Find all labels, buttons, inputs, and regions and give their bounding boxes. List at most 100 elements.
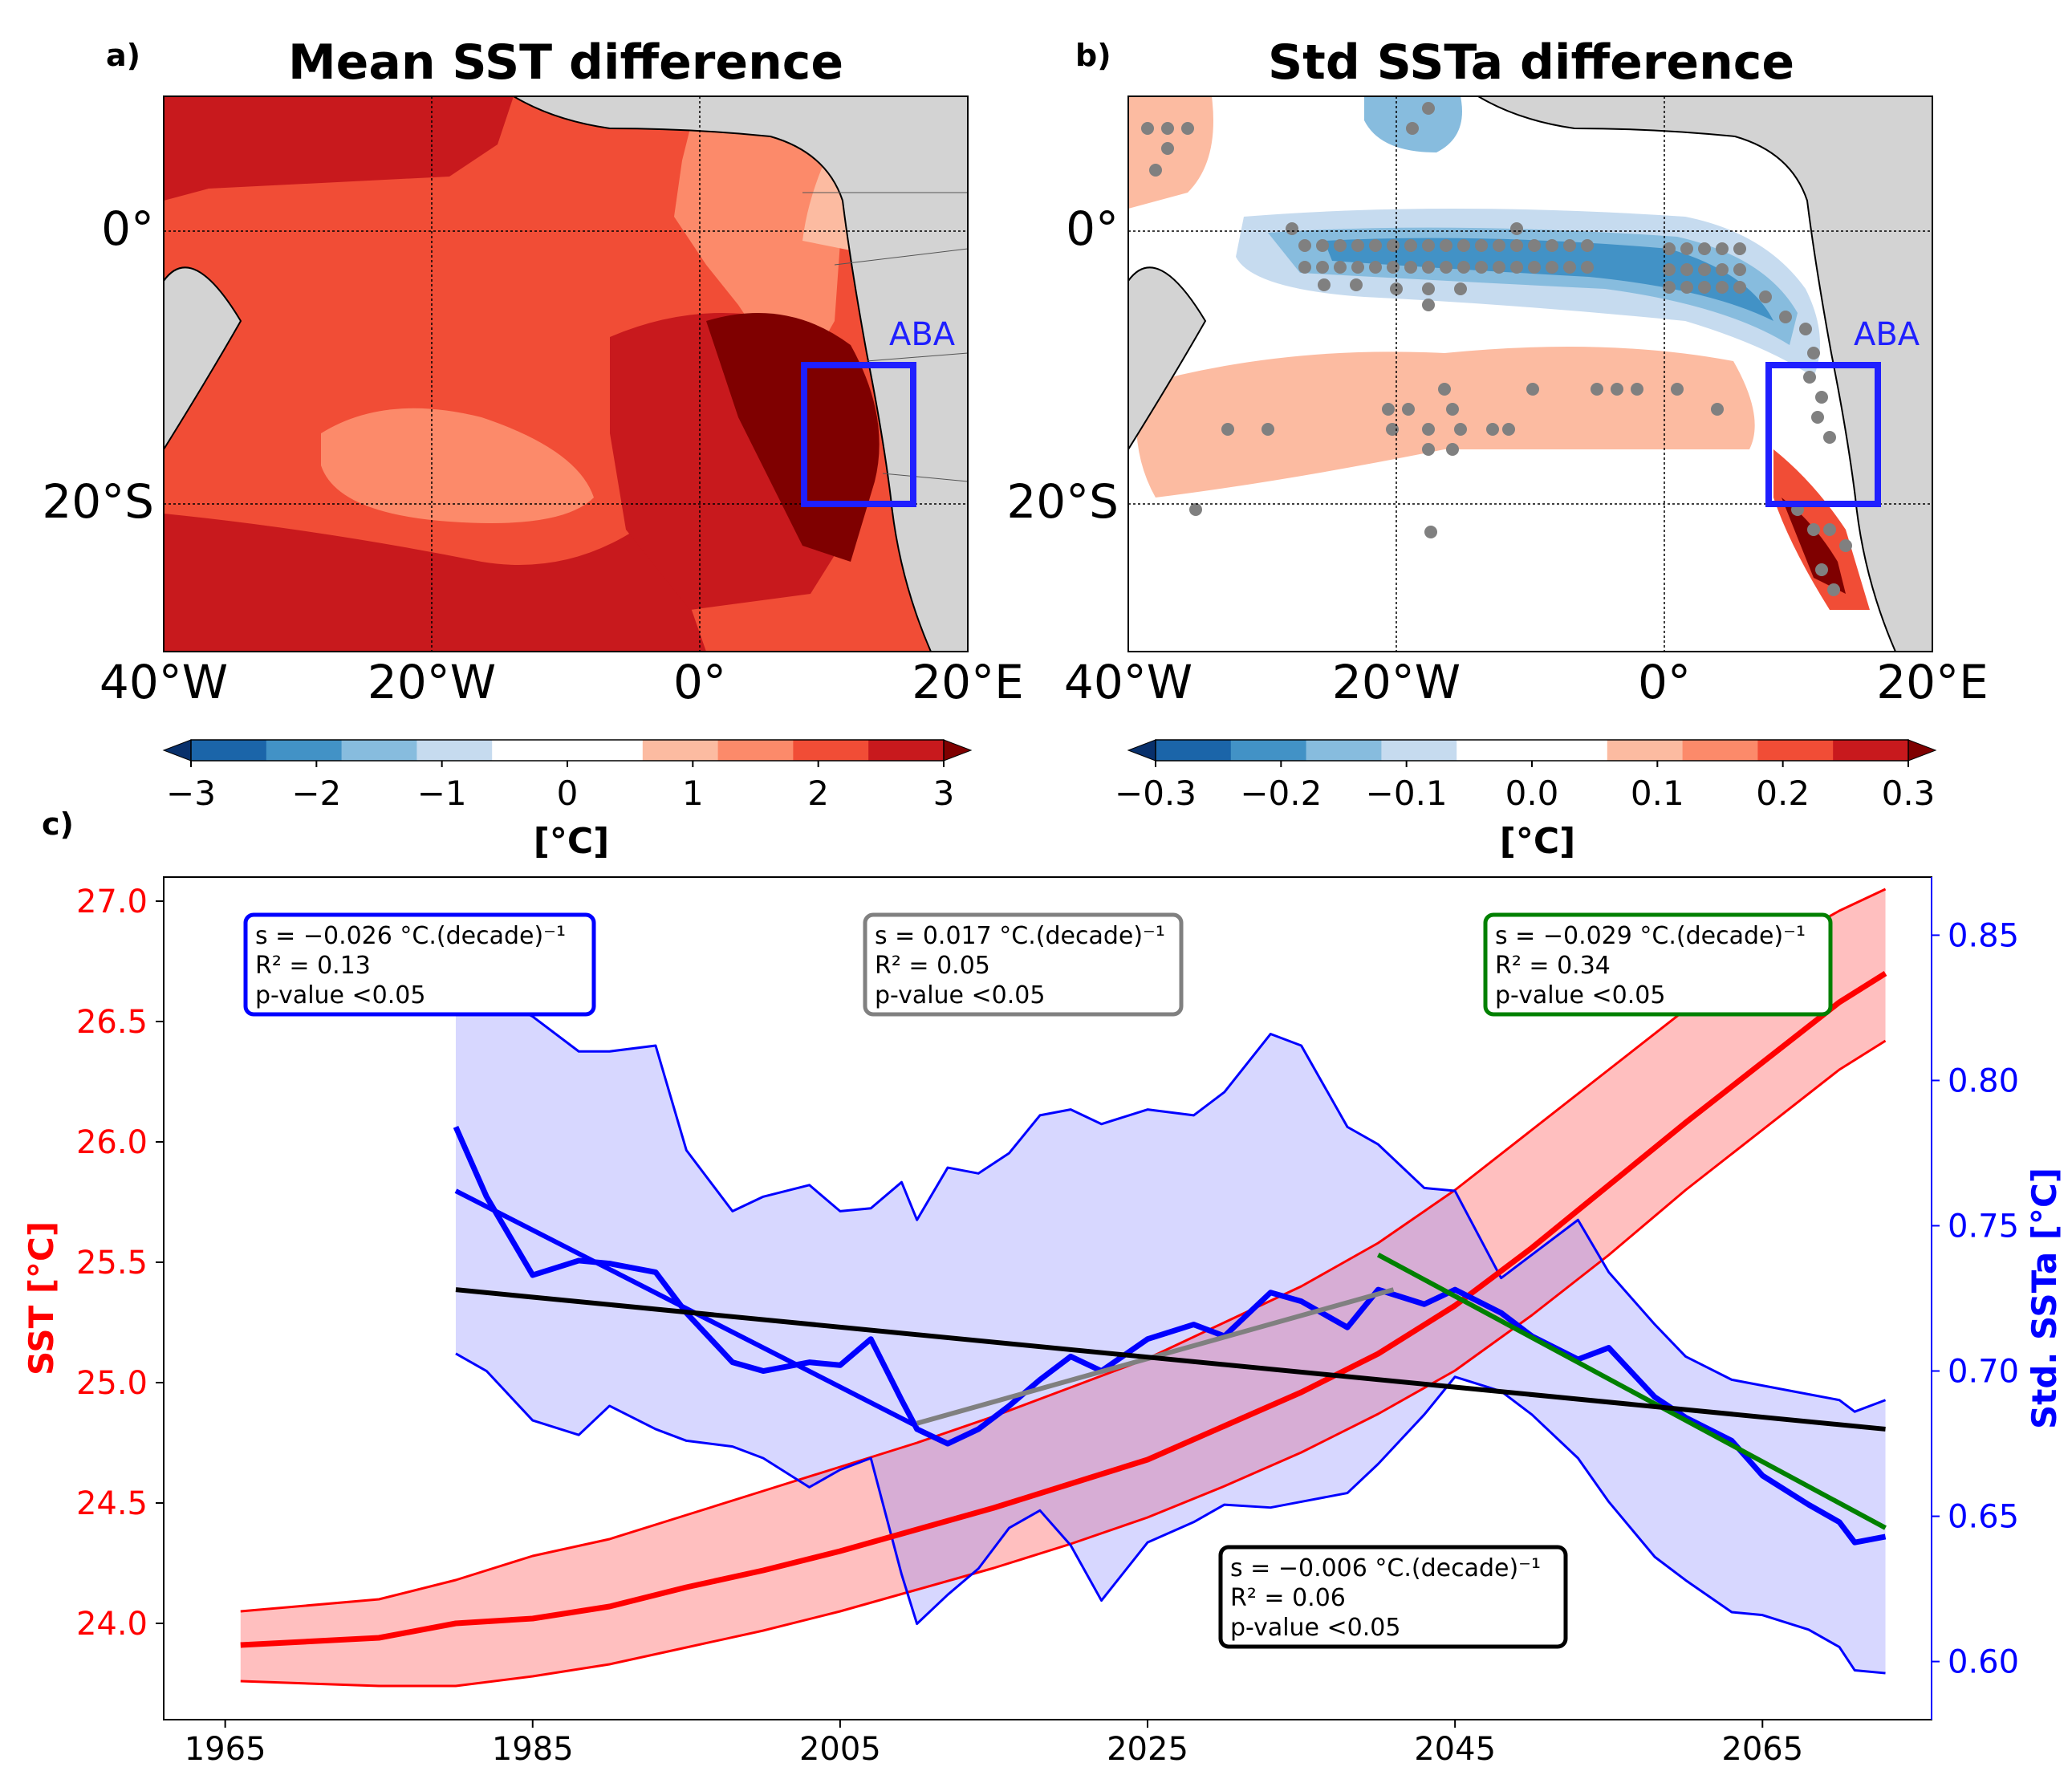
aba-box-b [1765,362,1881,507]
neg-anomaly-inner [1324,238,1773,321]
colorbar-b-swatch-4 [1381,740,1457,761]
colorbar-b-swatch-6 [1532,740,1608,761]
lat-tick-0-b: 0° [1066,201,1119,256]
lon-tick-20w-b: 20°W [1332,655,1461,709]
stipple-dot [1261,423,1274,436]
stipple-dot [1424,526,1437,538]
stipple-dot [1502,423,1515,436]
stipple-dot [1404,239,1417,252]
stipple-dot [1799,323,1812,335]
stipple-dot [1406,122,1419,135]
south-america-land [164,266,242,451]
stipple-dot [1382,403,1395,416]
lon-tick-40w-b: 40°W [1064,655,1192,709]
colorbar-b: −0.3 −0.2 −0.1 0.0 0.1 0.2 0.3 [1115,739,1937,813]
stipple-dot [1387,261,1400,274]
left-tick-label: 26.5 [76,1004,148,1041]
pos-anomaly-aba [1773,449,1870,610]
pos-anomaly-aba-core [1782,498,1846,594]
colorbar-a-swatch-5 [492,740,568,761]
stipple-dot [1422,299,1435,311]
stipple-dot [1422,443,1435,456]
colorbar-a-swatch-6 [567,740,644,761]
panel-a: a) Mean SST difference [42,35,1023,862]
stipple-dot [1698,242,1711,255]
colorbar-b-swatch-1 [1156,740,1232,761]
panel-a-map [164,96,968,652]
stipple-dot [1663,242,1676,255]
contour-2.5-south [164,514,706,652]
stipple-dot [1438,383,1451,396]
std-lower-line [455,1352,1886,1675]
stipple-dot [1298,261,1311,274]
annotation-text: p-value <0.05 [875,981,1045,1009]
stipple-dot [1671,383,1684,396]
stipple-dot [1581,261,1594,274]
lat-tick-20s-b: 20°S [1006,474,1119,529]
stipple-dot [1446,403,1459,416]
panel-b-frame [1127,95,1933,652]
annotation-text: s = −0.029 °C.(decade)⁻¹ [1495,922,1806,950]
panel-b-map [1128,96,1932,652]
left-tick-label: 25.0 [76,1365,148,1402]
colorbar-b-tick-label: 0.2 [1756,774,1810,813]
colorbar-b-tick-label: 0.1 [1631,774,1684,813]
panel-a-frame [163,95,969,652]
left-tick-label: 24.0 [76,1606,148,1643]
lon-tick-0-a: 0° [673,655,726,709]
stipple-dot [1611,383,1623,396]
sst-upper-line [240,888,1887,1613]
annotation-text: p-value <0.05 [1495,981,1665,1009]
colorbar-a-tick-label: 0 [557,774,579,813]
panel-c: c) 24.0 24.5 25.0 25.5 26.0 26.5 27.0 0.60 0.65 0… [22,806,2064,1767]
stipple-dot [1546,239,1558,252]
annotation-text: s = 0.017 °C.(decade)⁻¹ [875,922,1165,950]
panel-b: b) Std SSTa difference ABA 0° [1006,35,1988,862]
stipple-dot [1733,281,1746,294]
sst-spread-band [240,889,1886,1686]
colorbar-a-unit: [°C] [534,821,610,862]
colorbar-b-swatch-5 [1456,740,1533,761]
lon-tick-0-b: 0° [1638,655,1691,709]
left-tick-label: 27.0 [76,884,148,920]
colorbar-a-swatch-2 [266,740,343,761]
stipple-dot [1526,383,1539,396]
stipple-dot [1440,239,1452,252]
colorbar-b-tick-label: −0.3 [1115,774,1196,813]
annotation-box-2 [1483,912,1833,1017]
stipple-dot [1807,523,1820,536]
stipple-dot [1711,403,1724,416]
stipple-dot [1563,261,1576,274]
stipple-dot [1386,423,1399,436]
africa-land [512,96,968,652]
stipple-dot [1546,261,1558,274]
stipple-dot [1334,239,1347,252]
colorbar-b-tick-label: −0.1 [1366,774,1448,813]
colorbar-b-swatch-10 [1833,740,1909,761]
colorbar-b-swatch-3 [1306,740,1382,761]
colorbar-a-extend-high [943,739,973,762]
contour-1.5-center [321,408,594,523]
stipple-dot [1815,563,1828,576]
stipple-dot [1528,261,1541,274]
colorbar-a-tick-label: −2 [291,774,341,813]
colorbar-b-unit: [°C] [1500,821,1576,862]
colorbar-a-tick-label: −1 [417,774,467,813]
stipple-dot [1815,391,1828,404]
stipple-dot [1716,242,1729,255]
colorbar-b-tick-label: −0.2 [1240,774,1322,813]
stipple-dot [1475,261,1488,274]
right-tick-label: 0.80 [1948,1062,2019,1099]
colorbar-a-swatch-1 [191,740,267,761]
right-tick-label: 0.70 [1948,1354,2019,1391]
stipple-dot [1563,239,1576,252]
stipple-dot [1510,261,1523,274]
trend-line-3 [455,1287,1886,1432]
stipple-dot [1334,261,1347,274]
panel-a-title: Mean SST difference [288,35,843,91]
africa-land-b [1477,96,1932,652]
x-tick-label: 2045 [1414,1731,1496,1767]
significance-stipples [1141,102,1852,596]
stipple-dot [1440,261,1452,274]
std-mean-line [453,1125,1887,1546]
